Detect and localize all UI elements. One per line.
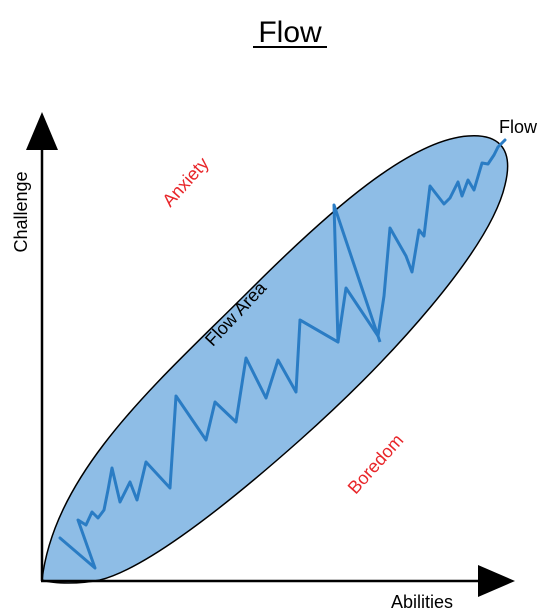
flow-zone-ellipse bbox=[41, 135, 509, 584]
flow-line-label: Flow bbox=[499, 117, 538, 137]
anxiety-label: Anxiety bbox=[158, 153, 212, 210]
y-axis-arrowhead bbox=[26, 112, 58, 150]
x-axis-label: Abilities bbox=[391, 592, 453, 612]
flow-line bbox=[58, 138, 507, 570]
boredom-label: Boredom bbox=[344, 430, 408, 498]
flow-line-peak bbox=[299, 203, 382, 344]
x-axis-arrowhead bbox=[478, 565, 515, 597]
y-axis-label: Challenge bbox=[11, 171, 31, 252]
diagram-title: Flow bbox=[258, 16, 322, 49]
